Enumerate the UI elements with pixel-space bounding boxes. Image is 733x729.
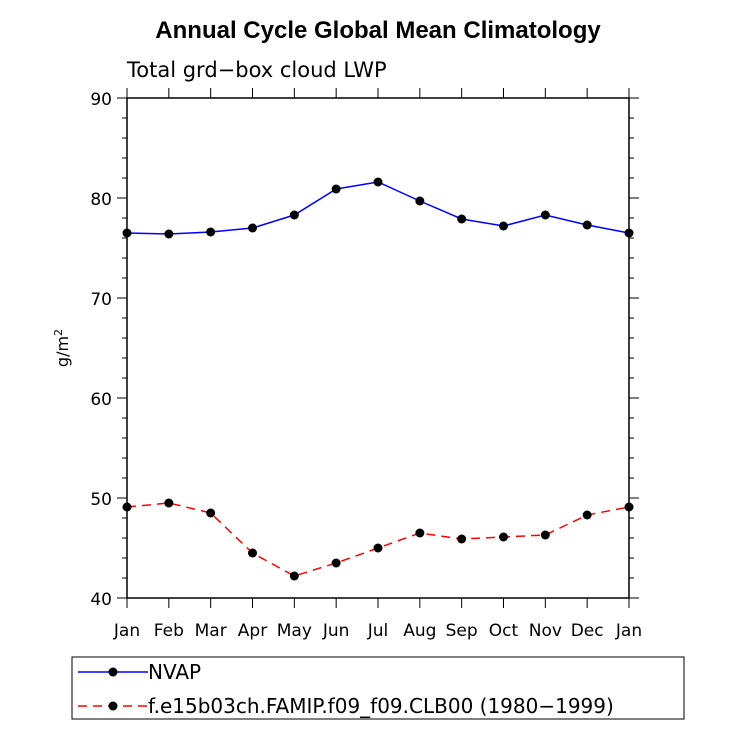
chart-subtitle: Total grd−box cloud LWP — [126, 58, 387, 82]
x-tick-label: Jul — [367, 621, 389, 641]
data-point — [373, 543, 383, 553]
series-line — [126, 502, 630, 577]
axis-ticks — [117, 88, 639, 608]
legend-marker — [108, 701, 118, 711]
data-point — [457, 214, 467, 224]
y-tick-label: 90 — [90, 90, 112, 110]
legend-marker — [108, 667, 118, 677]
data-point — [206, 227, 216, 237]
legend-box — [71, 656, 685, 720]
x-tick-label: Sep — [446, 621, 478, 641]
series-line — [126, 181, 630, 235]
x-tick-label: Jun — [322, 621, 350, 641]
y-tick-label: 80 — [90, 190, 112, 210]
data-point — [415, 528, 425, 538]
x-tick-label: Oct — [489, 621, 519, 641]
data-point — [499, 532, 508, 542]
legend: NVAP f.e15b03ch.FAMIP.f09_f09.CLB00 (1980… — [71, 656, 685, 720]
data-point — [248, 548, 257, 558]
data-point — [164, 498, 174, 508]
x-tick-label: Mar — [195, 621, 227, 641]
x-tick-label: Dec — [571, 621, 604, 641]
y-tick-label: 40 — [90, 590, 112, 610]
data-point — [373, 177, 383, 187]
data-point — [540, 210, 550, 220]
plot-frame — [126, 97, 630, 599]
series-2 — [122, 498, 634, 581]
data-point — [415, 196, 425, 206]
data-point — [331, 184, 341, 194]
x-tick-label: Jan — [615, 621, 642, 641]
data-point — [582, 220, 592, 230]
chart-title: Annual Cycle Global Mean Climatology — [155, 17, 601, 44]
x-tick-label: Nov — [529, 621, 562, 641]
legend-item: f.e15b03ch.FAMIP.f09_f09.CLB00 (1980−199… — [78, 694, 614, 718]
x-tick-label: Feb — [154, 621, 184, 641]
legend-item: NVAP — [78, 660, 201, 684]
data-point — [289, 571, 299, 581]
data-point — [331, 558, 341, 568]
y-tick-label: 50 — [90, 490, 112, 510]
y-axis-label: g/m2 — [52, 329, 72, 367]
data-point — [289, 210, 299, 220]
series-1 — [122, 177, 634, 239]
data-point — [582, 510, 592, 520]
data-point — [540, 530, 550, 540]
y-tick-label: 70 — [90, 290, 112, 310]
x-tick-label: Apr — [238, 621, 267, 641]
data-point — [499, 221, 508, 231]
data-point — [457, 534, 467, 544]
data-point — [164, 229, 174, 239]
x-tick-label: May — [277, 621, 312, 641]
data-series — [122, 177, 634, 581]
y-tick-label: 60 — [90, 390, 112, 410]
legend-label: f.e15b03ch.FAMIP.f09_f09.CLB00 (1980−199… — [148, 694, 614, 718]
x-tick-label: Aug — [403, 621, 436, 641]
data-point — [248, 223, 257, 233]
legend-label: NVAP — [148, 660, 201, 684]
tick-labels: Jan Feb Mar Apr May Jun Jul Aug Sep Oct Nov Dec Jan4… — [90, 90, 642, 641]
x-tick-label: Jan — [113, 621, 140, 641]
data-point — [206, 508, 216, 518]
